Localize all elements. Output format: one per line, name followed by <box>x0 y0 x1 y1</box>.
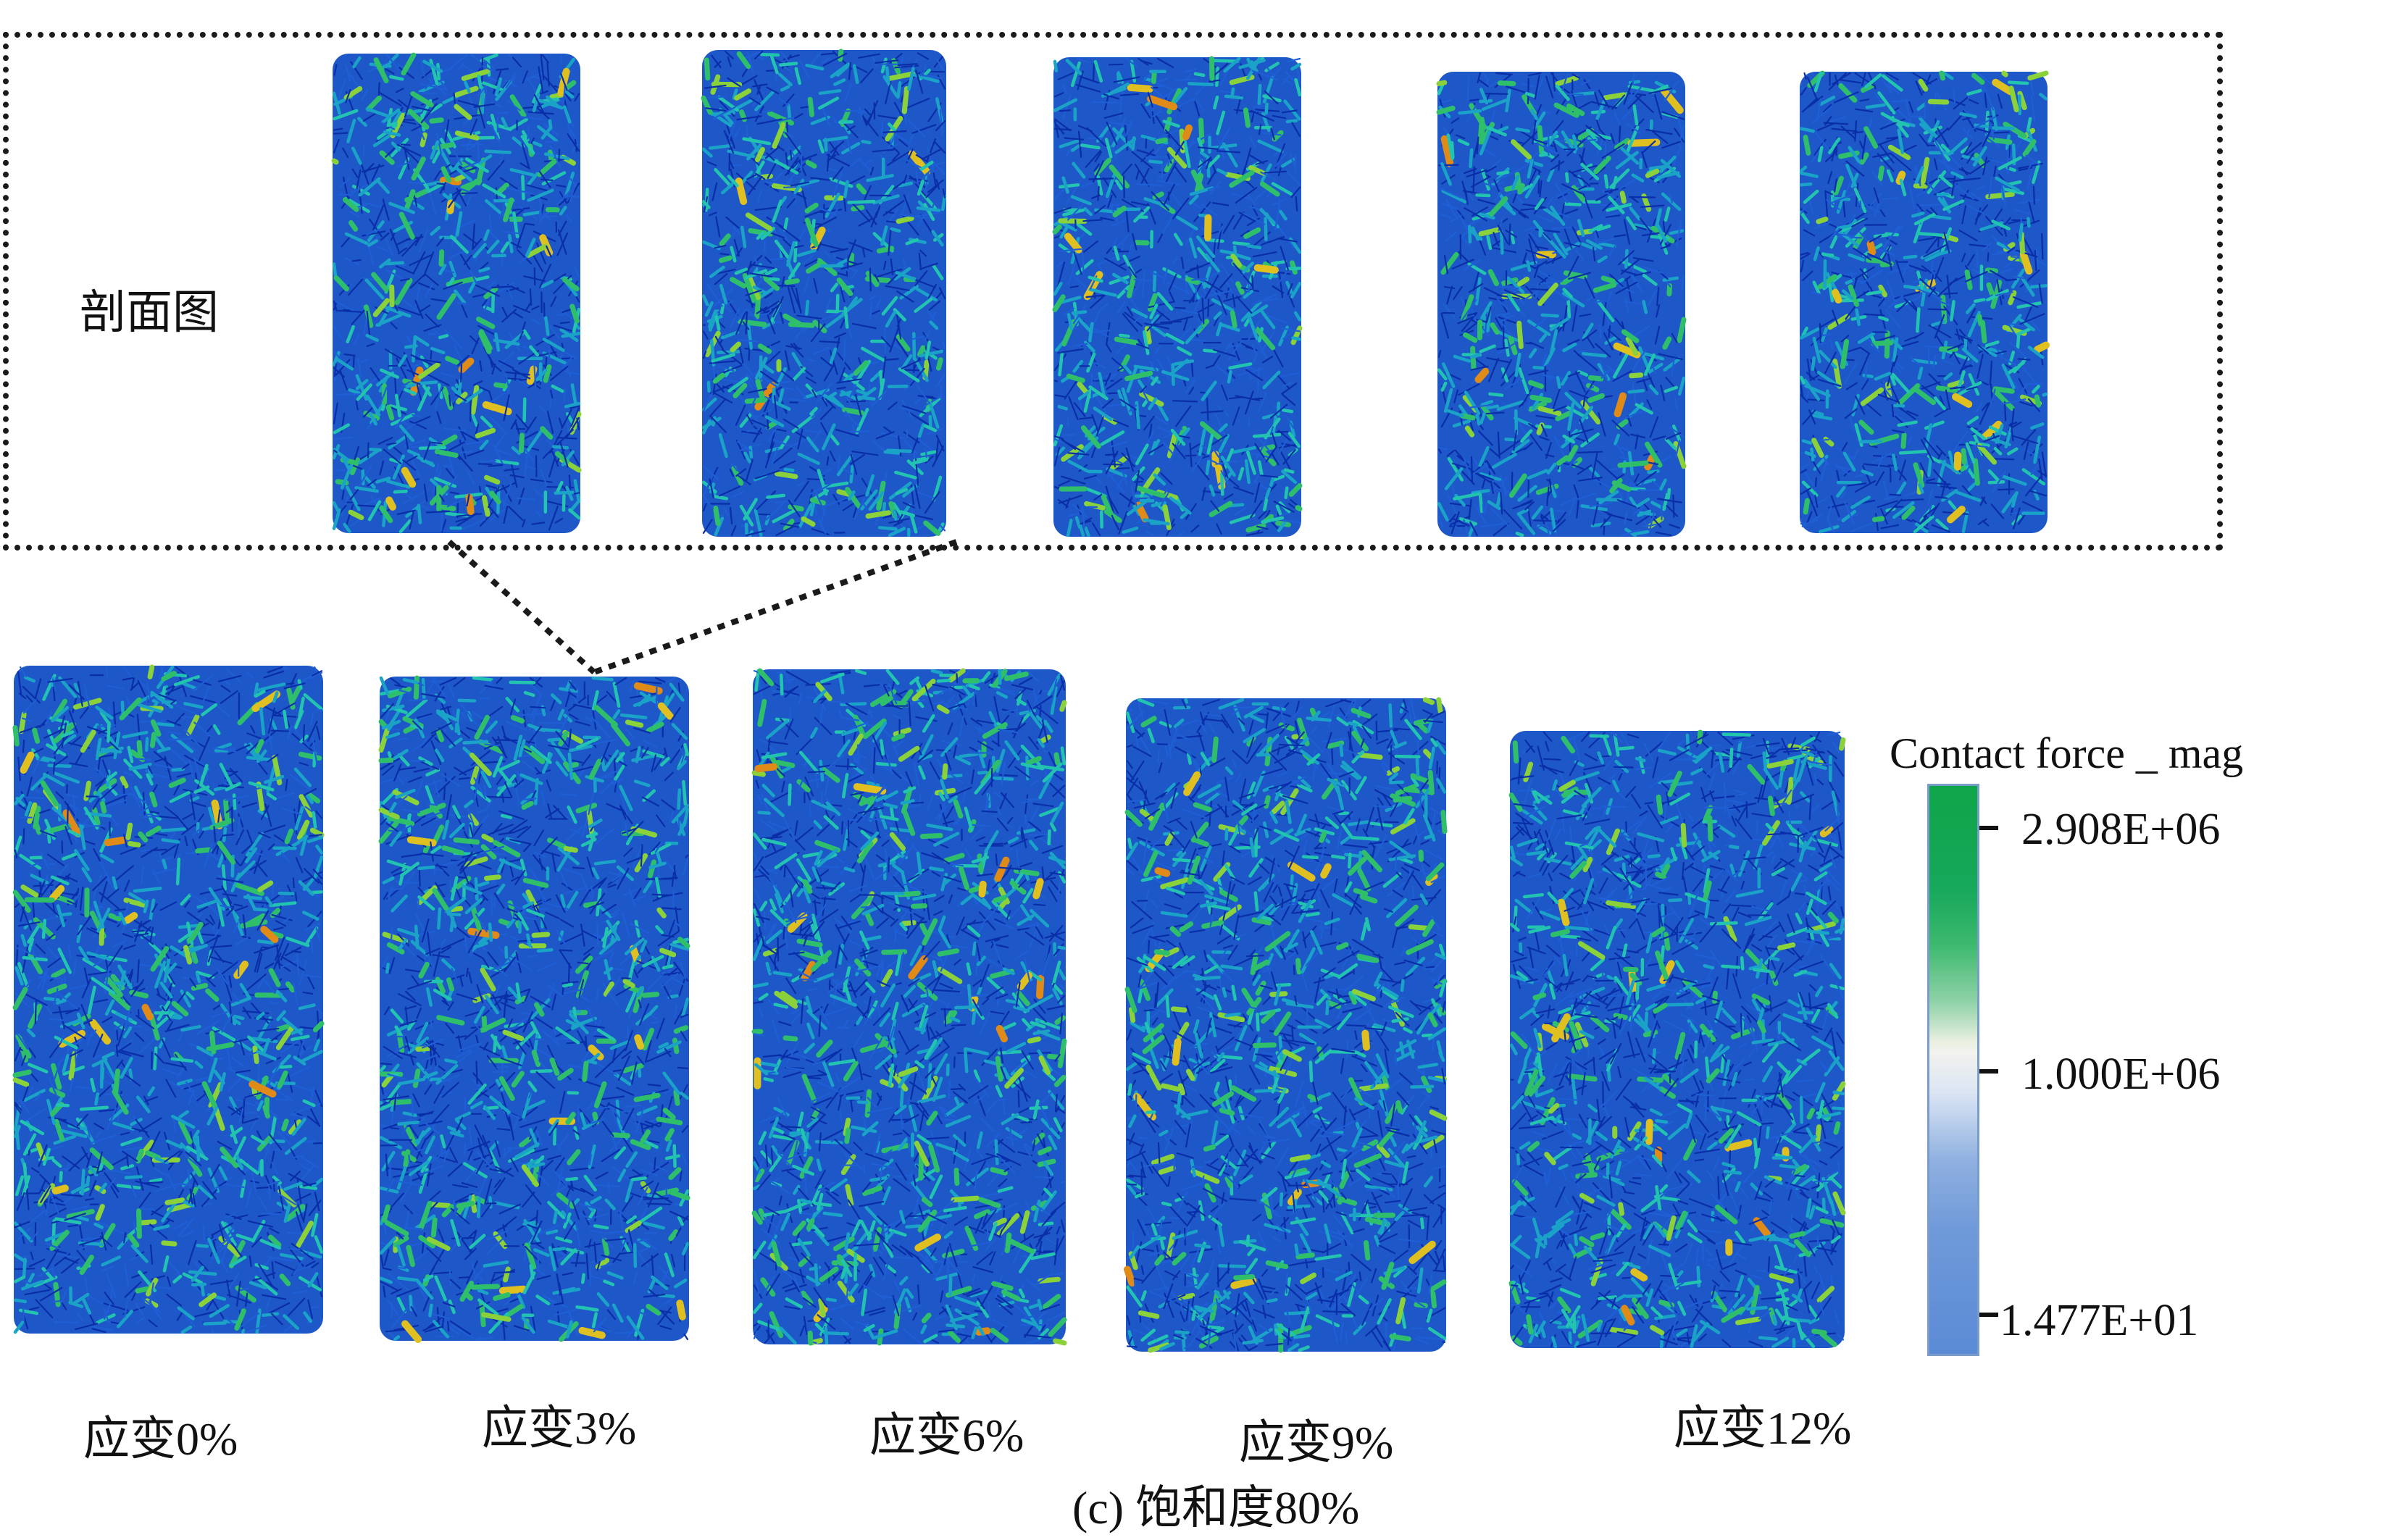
specimen-strain-9 <box>1123 688 1449 1362</box>
colorbar-title: Contact force _ mag <box>1890 729 2244 777</box>
force-chain-network <box>751 668 1067 1346</box>
strain-label-3: 应变3% <box>482 1402 637 1454</box>
section-view-strain-3 <box>699 40 949 547</box>
section-view-strain-9 <box>1435 62 1688 547</box>
colorbar-tick-max <box>1979 826 1998 830</box>
force-chain-network <box>1799 70 2050 534</box>
specimen-strain-3 <box>377 666 692 1351</box>
strain-label-6: 应变6% <box>869 1410 1024 1461</box>
force-chain-network <box>1508 729 1846 1349</box>
strain-label-9: 应变9% <box>1239 1417 1394 1468</box>
force-chain-network <box>331 52 582 534</box>
strain-label-0: 应变0% <box>83 1413 238 1465</box>
section-view-label: 剖面图 <box>80 287 219 338</box>
specimen-strain-12 <box>1507 721 1848 1358</box>
strain-label-12: 应变12% <box>1674 1402 1852 1454</box>
force-chain-network <box>1052 56 1303 537</box>
specimen-strain-0 <box>11 656 326 1344</box>
section-view-frame <box>3 32 2223 551</box>
force-chain-network <box>1124 697 1448 1353</box>
colorbar-tick-label-max: 2.908E+06 <box>2021 805 2221 854</box>
force-chain-network <box>701 49 947 537</box>
colorbar-gradient <box>1927 784 1979 1356</box>
colorbar-tick-label-min: 1.477E+01 <box>2000 1296 2199 1345</box>
colorbar-tick-min <box>1979 1313 1998 1317</box>
figure-caption: (c) 饱和度80% <box>1072 1482 1360 1533</box>
force-chain-network <box>378 675 690 1343</box>
section-view-strain-0 <box>330 43 583 543</box>
force-chain-network <box>12 664 325 1334</box>
force-chain-network <box>1436 72 1687 537</box>
section-view-strain-6 <box>1051 47 1304 547</box>
colorbar-tick-mid <box>1979 1069 1998 1074</box>
colorbar-tick-label-mid: 1.000E+06 <box>2021 1050 2221 1099</box>
specimen-strain-6 <box>750 659 1069 1355</box>
section-view-strain-12 <box>1797 62 2050 543</box>
